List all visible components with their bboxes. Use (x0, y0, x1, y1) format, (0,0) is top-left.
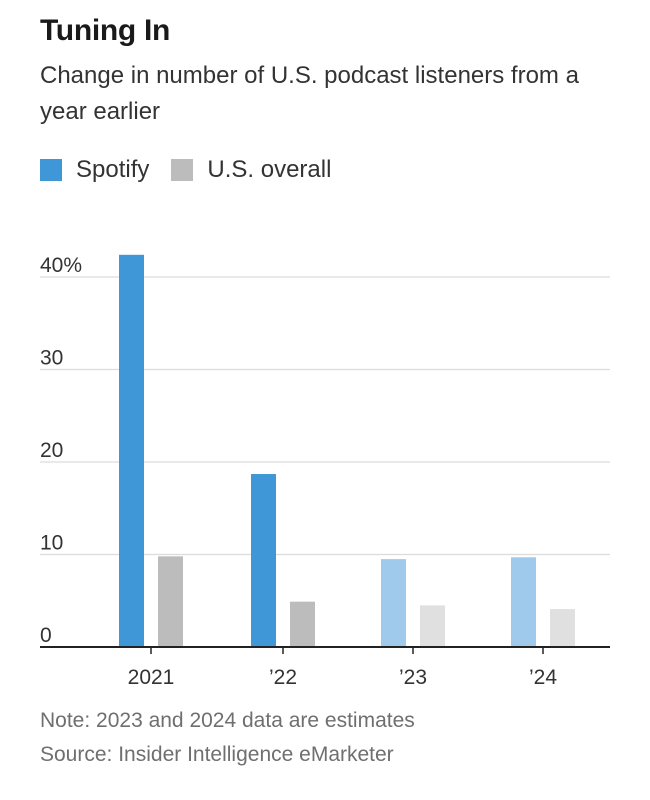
x-tick-label: ’24 (529, 666, 557, 689)
legend-item-us-overall: U.S. overall (171, 156, 331, 184)
legend-label-spotify: Spotify (76, 156, 150, 183)
y-tick-label: 20 (40, 439, 63, 462)
bar-spotify (119, 254, 144, 648)
bar-us-overall (550, 609, 575, 647)
y-tick-label: 10 (40, 532, 63, 555)
legend: Spotify U.S. overall (40, 156, 353, 184)
bar-us-overall (290, 601, 315, 647)
chart-source: Source: Insider Intelligence eMarketer (40, 743, 394, 766)
bar-spotify (251, 474, 276, 647)
legend-swatch-spotify (40, 159, 62, 181)
bar-us-overall (158, 556, 183, 647)
chart-subtitle: Change in number of U.S. podcast listene… (40, 62, 579, 125)
y-tick-label: 30 (40, 347, 63, 370)
y-tick-label: 0 (40, 624, 52, 647)
chart-title: Tuning In (40, 14, 171, 47)
chart-note: Note: 2023 and 2024 data are estimates (40, 709, 415, 732)
legend-label-us-overall: U.S. overall (207, 156, 332, 183)
bar-us-overall (420, 605, 445, 647)
x-tick-label: ’23 (399, 666, 427, 689)
bar-spotify (381, 559, 406, 647)
x-tick-label: 2021 (128, 666, 175, 689)
bar-spotify (511, 557, 536, 647)
legend-swatch-us-overall (171, 159, 194, 181)
y-tick-label: 40% (40, 254, 82, 277)
legend-item-spotify: Spotify (40, 156, 149, 184)
x-tick-label: ’22 (269, 666, 297, 689)
